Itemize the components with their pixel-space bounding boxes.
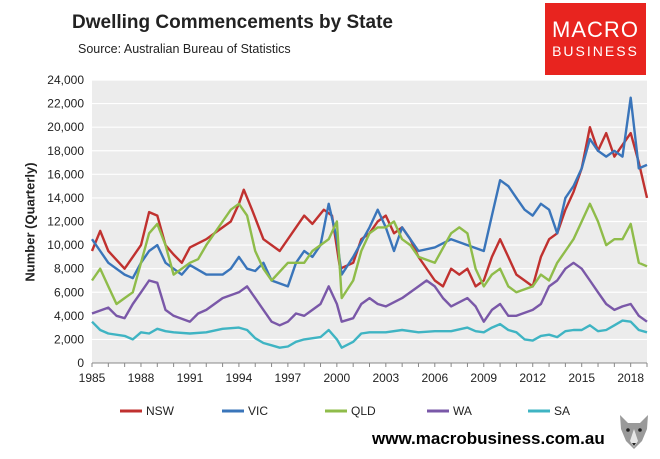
x-tick-label: 1994 [226,371,253,385]
series-line-sa [91,319,648,349]
y-tick-label: 18,000 [47,144,84,158]
macrobusiness-logo: MACRO BUSINESS [545,3,646,75]
chart-title: Dwelling Commencements by State [72,12,393,33]
x-tick-label: 1991 [177,371,204,385]
x-tick-label: 1985 [79,371,106,385]
legend-label-nsw: NSW [146,404,175,418]
logo-line-1: MACRO [552,17,639,42]
x-tick-label: 2009 [470,371,497,385]
logo-line-2: BUSINESS [552,43,639,59]
x-tick-label: 2015 [568,371,595,385]
y-tick-label: 12,000 [47,215,84,229]
x-tick-label: 2012 [519,371,546,385]
series-line-qld [91,202,648,306]
x-tick-label: 2000 [324,371,351,385]
x-tick-label: 2006 [421,371,448,385]
legend-label-vic: VIC [248,404,268,418]
axes: 0 2,000 4,000 6,000 8,000 10,000 12,000 14,000 1… [47,73,648,385]
gridlines [92,79,647,341]
series-line-vic [91,96,648,288]
y-tick-label: 6,000 [54,285,84,299]
series-line-wa [91,261,648,327]
series-lines [90,96,649,349]
series-line-nsw [90,126,649,288]
y-tick-label: 8,000 [54,262,84,276]
chart-subtitle: Source: Australian Bureau of Statistics [78,42,291,56]
y-tick-label: 22,000 [47,97,84,111]
x-tick-label: 2003 [372,371,399,385]
x-tick-label: 1988 [128,371,155,385]
legend: NSW VIC QLD WA SA [120,404,570,418]
legend-label-sa: SA [554,404,570,418]
y-tick-label: 2,000 [54,332,84,346]
y-tick-label: 10,000 [47,238,84,252]
legend-label-wa: WA [453,404,472,418]
y-tick-label: 0 [77,356,84,370]
y-tick-label: 14,000 [47,191,84,205]
footer-url[interactable]: www.macrobusiness.com.au [372,429,605,448]
y-tick-label: 16,000 [47,167,84,181]
x-tick-label: 2018 [617,371,644,385]
fox-icon [620,415,648,449]
y-tick-label: 4,000 [54,309,84,323]
y-tick-label: 24,000 [47,73,84,87]
legend-label-qld: QLD [351,404,376,418]
y-tick-label: 20,000 [47,120,84,134]
x-tick-label: 1997 [275,371,302,385]
